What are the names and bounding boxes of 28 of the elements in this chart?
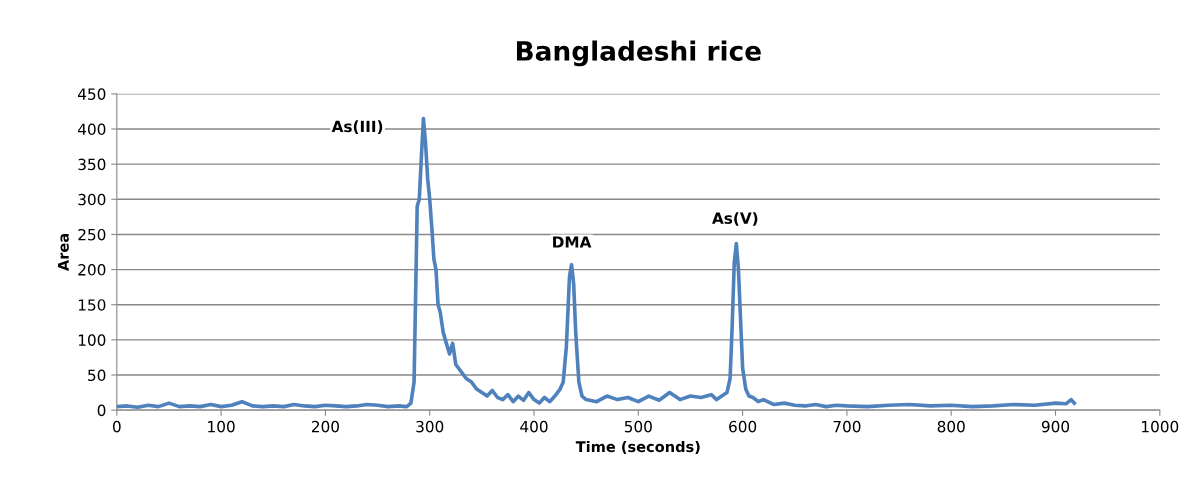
line-series [116, 116, 1077, 410]
y-tick-label: 350 [78, 158, 106, 171]
x-axis-title: Time (seconds) [575, 440, 700, 454]
y-tick-label: 300 [78, 193, 106, 206]
x-tick-label: 0 [112, 420, 121, 433]
y-axis-title: Area [58, 234, 69, 272]
x-tick-label: 300 [416, 420, 444, 433]
x-tick-label: 500 [624, 420, 652, 433]
x-tick-label: 1000 [1142, 420, 1179, 433]
y-tick-label: 50 [88, 369, 106, 382]
annotation: As(III) [331, 120, 383, 134]
x-tick-label: 600 [729, 420, 757, 433]
y-tick-label: 100 [78, 334, 106, 346]
annotation: DMA [553, 236, 592, 248]
y-tick-label: 450 [77, 88, 106, 100]
y-tick-label: 150 [78, 299, 106, 311]
y-tick-label: 250 [78, 228, 106, 241]
x-tick-label: 400 [520, 420, 548, 433]
y-tick-label: 200 [78, 264, 106, 276]
x-tick-label: 900 [1041, 420, 1070, 433]
chart-title: Bangladeshi rice [516, 40, 761, 67]
y-tick-label: 0 [97, 404, 106, 417]
y-tick-label: 400 [77, 123, 106, 136]
x-tick-label: 100 [208, 420, 235, 433]
annotation: As(V) [712, 212, 758, 226]
x-tick-label: 800 [937, 420, 965, 433]
x-tick-label: 200 [311, 420, 339, 433]
x-tick-label: 700 [833, 420, 861, 433]
